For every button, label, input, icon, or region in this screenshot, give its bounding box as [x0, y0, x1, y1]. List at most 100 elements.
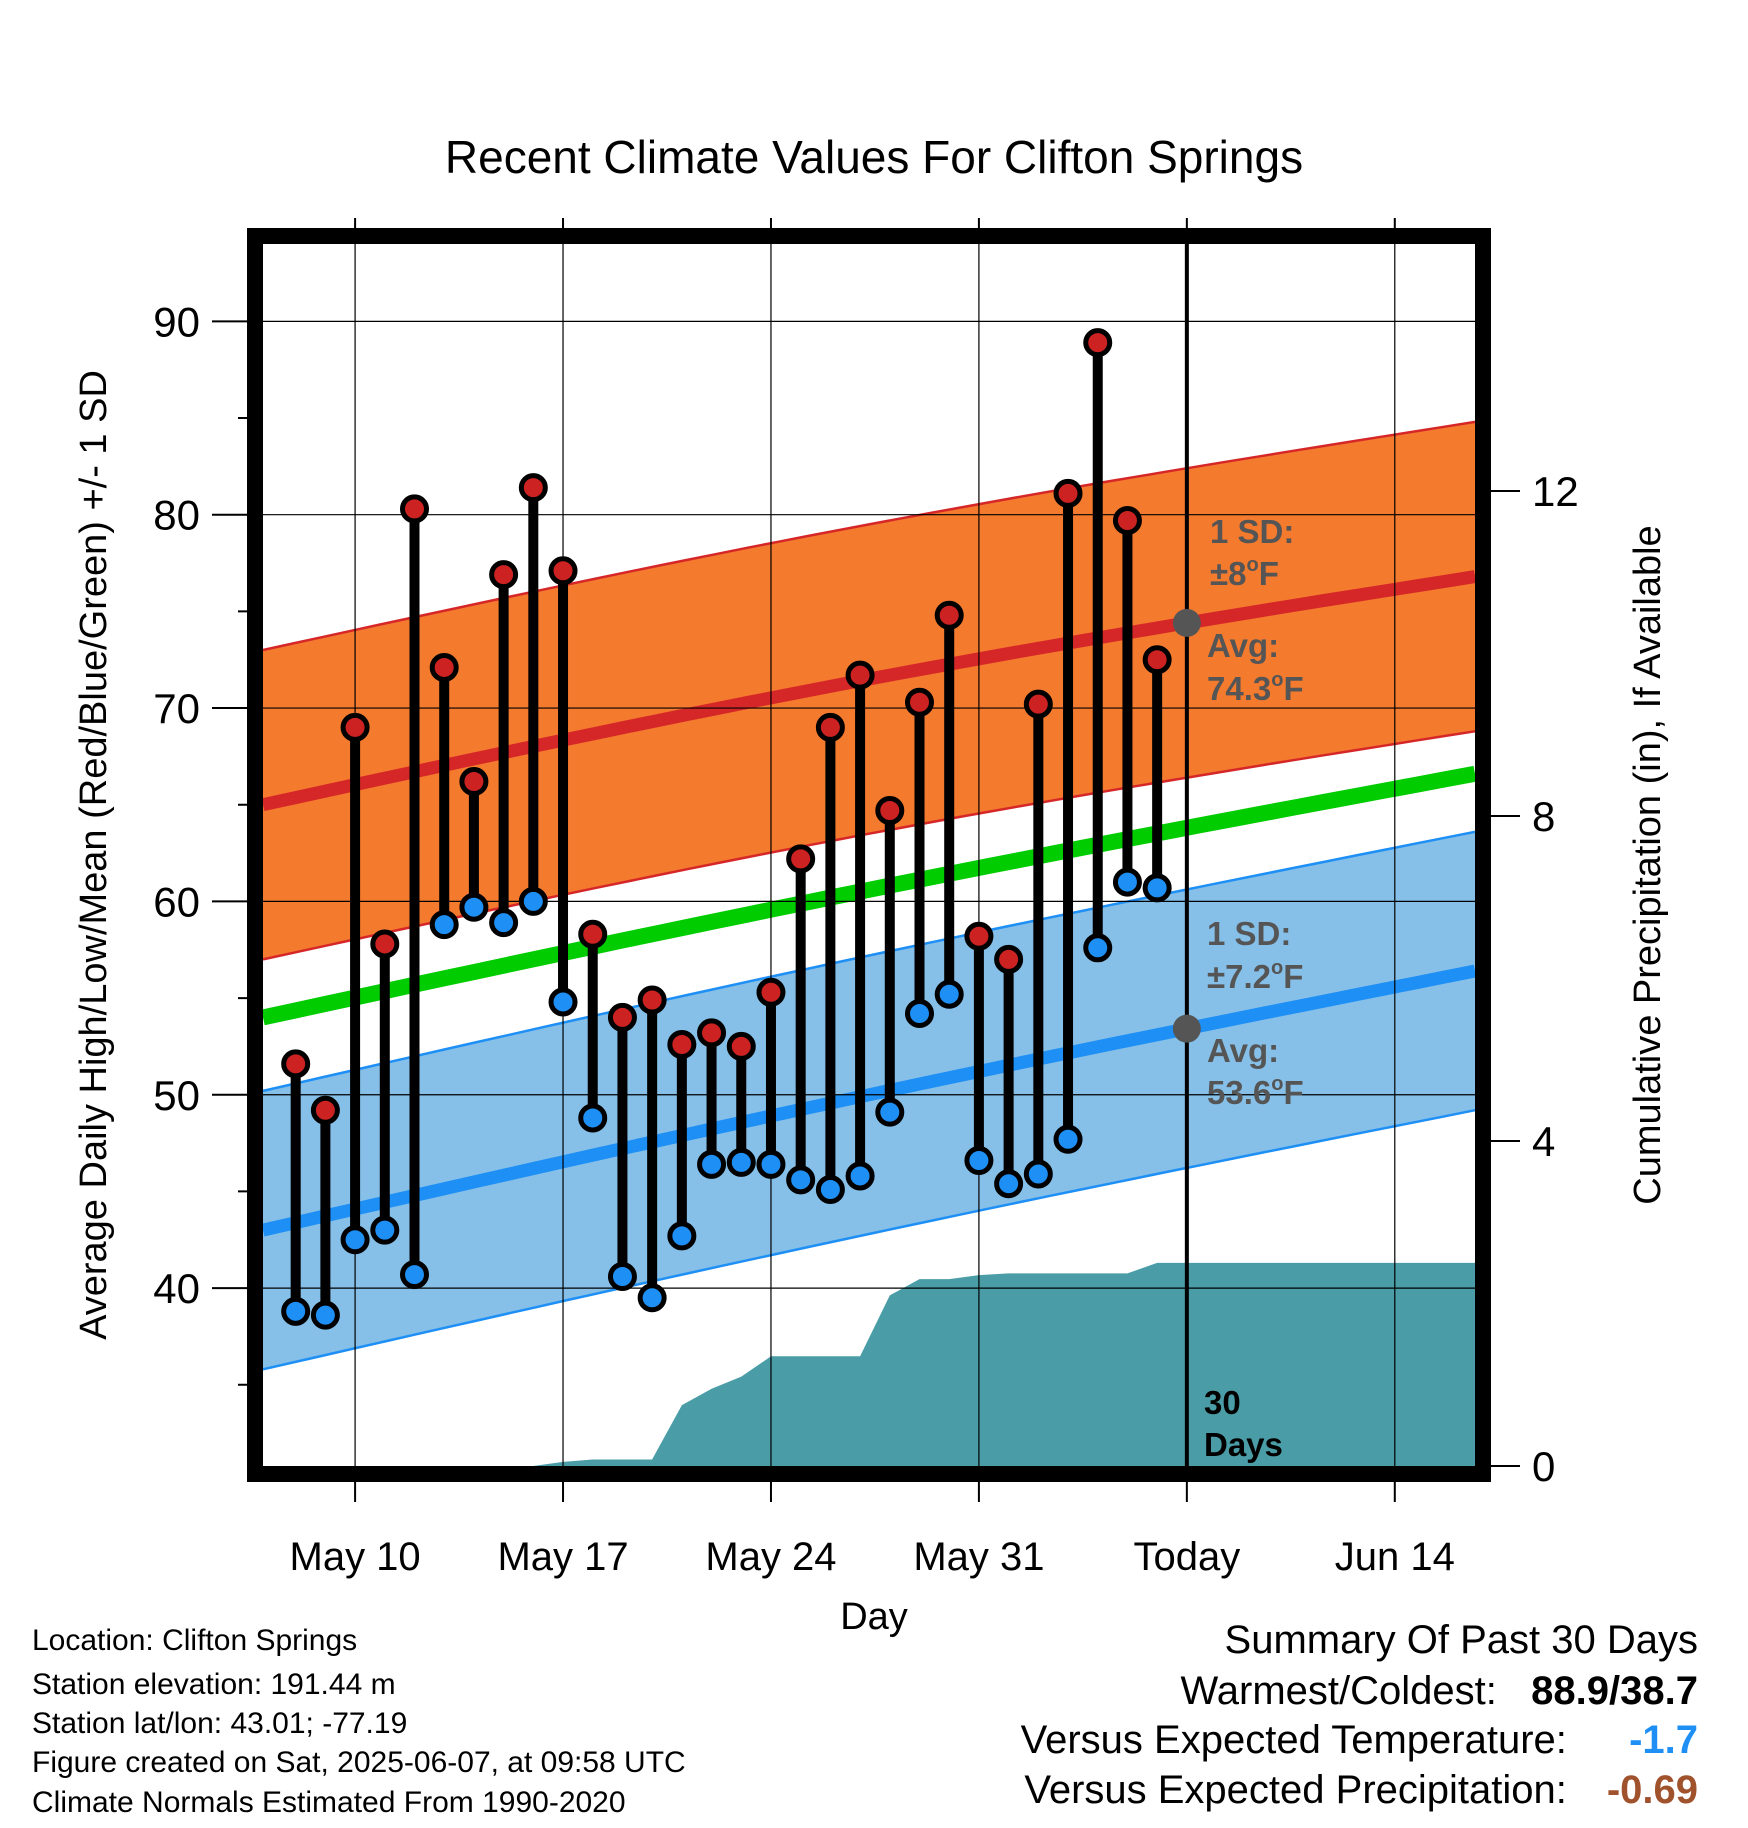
- daily-low-point: [489, 908, 519, 938]
- summary-warm-cold-label: Warmest/Coldest:: [1180, 1669, 1497, 1713]
- daily-high-point: [697, 1018, 727, 1048]
- summary-heading: Summary Of Past 30 Days: [1224, 1618, 1698, 1662]
- daily-low-point: [548, 987, 578, 1017]
- daily-high-point: [905, 687, 934, 717]
- summary-temperature-value: -1.7: [1629, 1718, 1698, 1762]
- y-left-tick-label: 80: [153, 492, 200, 539]
- daily-low-point: [518, 886, 548, 916]
- x-axis-label: Day: [840, 1596, 908, 1638]
- daily-low-point: [845, 1161, 875, 1191]
- summary-precipitation-label: Versus Expected Precipitation:: [1024, 1768, 1567, 1812]
- daily-low-point: [310, 1300, 340, 1330]
- low-sd-annotation-value: ±7.2oF: [1207, 957, 1303, 995]
- daily-high-point: [726, 1031, 756, 1061]
- x-tick-label: May 17: [497, 1535, 628, 1579]
- footer-location: Location: Clifton Springs: [32, 1624, 358, 1657]
- summary-temperature-label: Versus Expected Temperature:: [1020, 1718, 1567, 1762]
- high-sd-annotation-value: ±8oF: [1210, 554, 1279, 592]
- daily-high-point: [400, 494, 429, 524]
- daily-low-point: [786, 1165, 816, 1195]
- daily-low-point: [934, 979, 964, 1009]
- daily-high-point: [489, 560, 519, 590]
- high-avg-annotation-label: Avg:: [1207, 627, 1279, 664]
- daily-high-point: [637, 985, 667, 1015]
- daily-high-point: [815, 712, 845, 742]
- daily-high-point: [1112, 505, 1142, 535]
- daily-low-point: [964, 1146, 994, 1175]
- daily-high-point: [281, 1049, 311, 1079]
- footer-elevation: Station elevation: 191.44 m: [32, 1668, 396, 1701]
- cumulative-precip-area: [263, 1262, 1475, 1466]
- daily-high-point: [1053, 478, 1083, 508]
- daily-low-point: [281, 1296, 311, 1326]
- x-tick-label: May 10: [290, 1535, 421, 1579]
- today-low-avg-marker: [1172, 1014, 1201, 1043]
- daily-low-point: [875, 1097, 905, 1127]
- daily-high-point: [310, 1095, 340, 1125]
- daily-high-point: [845, 660, 875, 690]
- y-right-axis-label: Cumulative Precipitation (in), If Availa…: [1627, 525, 1669, 1204]
- daily-low-point: [905, 999, 934, 1029]
- summary-precipitation: Versus Expected Precipitation: -0.69: [1024, 1768, 1698, 1813]
- x-tick-label: May 31: [913, 1535, 1044, 1579]
- low-sd-annotation-label: 1 SD:: [1207, 915, 1291, 952]
- y-left-tick-label: 40: [153, 1265, 200, 1312]
- daily-high-point: [1142, 645, 1172, 675]
- today-high-avg-marker: [1172, 608, 1201, 637]
- daily-low-point: [1142, 873, 1172, 903]
- x-tick-label: May 24: [705, 1535, 836, 1579]
- footer-normals: Climate Normals Estimated From 1990-2020: [32, 1786, 626, 1819]
- daily-low-point: [697, 1149, 727, 1179]
- daily-high-point: [370, 929, 400, 959]
- daily-low-point: [400, 1260, 429, 1290]
- high-sd-upper-edge: [262, 420, 1476, 652]
- x-tick-label: Jun 14: [1335, 1535, 1455, 1579]
- daily-low-point: [667, 1221, 697, 1251]
- daily-low-point: [459, 892, 489, 922]
- daily-low-point: [726, 1147, 756, 1177]
- daily-high-point: [340, 712, 370, 742]
- daily-high-point: [875, 796, 905, 826]
- low-sd-upper-edge: [262, 830, 1476, 1093]
- y-right-tick-label: 4: [1532, 1118, 1555, 1165]
- daily-high-point: [994, 944, 1024, 974]
- daily-high-point: [786, 844, 816, 874]
- days-annotation-number: 30: [1204, 1384, 1241, 1421]
- footer-created: Figure created on Sat, 2025-06-07, at 09…: [32, 1746, 686, 1779]
- y-left-tick-label: 90: [153, 298, 200, 345]
- daily-low-point: [1112, 867, 1142, 897]
- daily-high-point: [964, 921, 994, 951]
- daily-high-point: [1023, 689, 1053, 719]
- daily-low-point: [994, 1169, 1024, 1199]
- summary-precipitation-value: -0.69: [1606, 1768, 1698, 1812]
- daily-high-point: [429, 652, 459, 682]
- x-tick-label: Today: [1133, 1535, 1240, 1579]
- summary-warm-cold-value: 88.9/38.7: [1531, 1669, 1698, 1713]
- daily-low-point: [578, 1103, 608, 1133]
- summary-temperature: Versus Expected Temperature: -1.7: [1021, 1718, 1698, 1763]
- plot-frame: [247, 228, 1491, 1482]
- daily-low-point: [637, 1283, 667, 1313]
- y-right-tick-label: 12: [1532, 468, 1579, 515]
- low-avg-annotation-value: 53.6oF: [1207, 1073, 1304, 1111]
- y-left-tick-label: 70: [153, 685, 200, 732]
- y-right-tick-label: 8: [1532, 793, 1555, 840]
- y-left-axis-label: Average Daily High/Low/Mean (Red/Blue/Gr…: [73, 370, 115, 1340]
- daily-low-point: [370, 1215, 400, 1245]
- daily-low-point: [756, 1149, 786, 1179]
- daily-high-point: [667, 1029, 697, 1059]
- daily-low-point: [1053, 1124, 1083, 1154]
- days-annotation-word: Days: [1204, 1426, 1283, 1463]
- daily-high-point: [459, 767, 489, 797]
- daily-low-point: [1023, 1159, 1053, 1189]
- daily-high-point: [934, 600, 964, 630]
- low-sd-lower-edge: [262, 1108, 1476, 1371]
- y-right-tick-label: 0: [1532, 1443, 1555, 1490]
- daily-low-point: [429, 910, 459, 940]
- y-left-tick-label: 50: [153, 1072, 200, 1119]
- daily-low-point: [340, 1225, 370, 1255]
- daily-low-point: [815, 1175, 845, 1205]
- y-left-tick-label: 60: [153, 878, 200, 925]
- footer-latlon: Station lat/lon: 43.01; -77.19: [32, 1707, 408, 1740]
